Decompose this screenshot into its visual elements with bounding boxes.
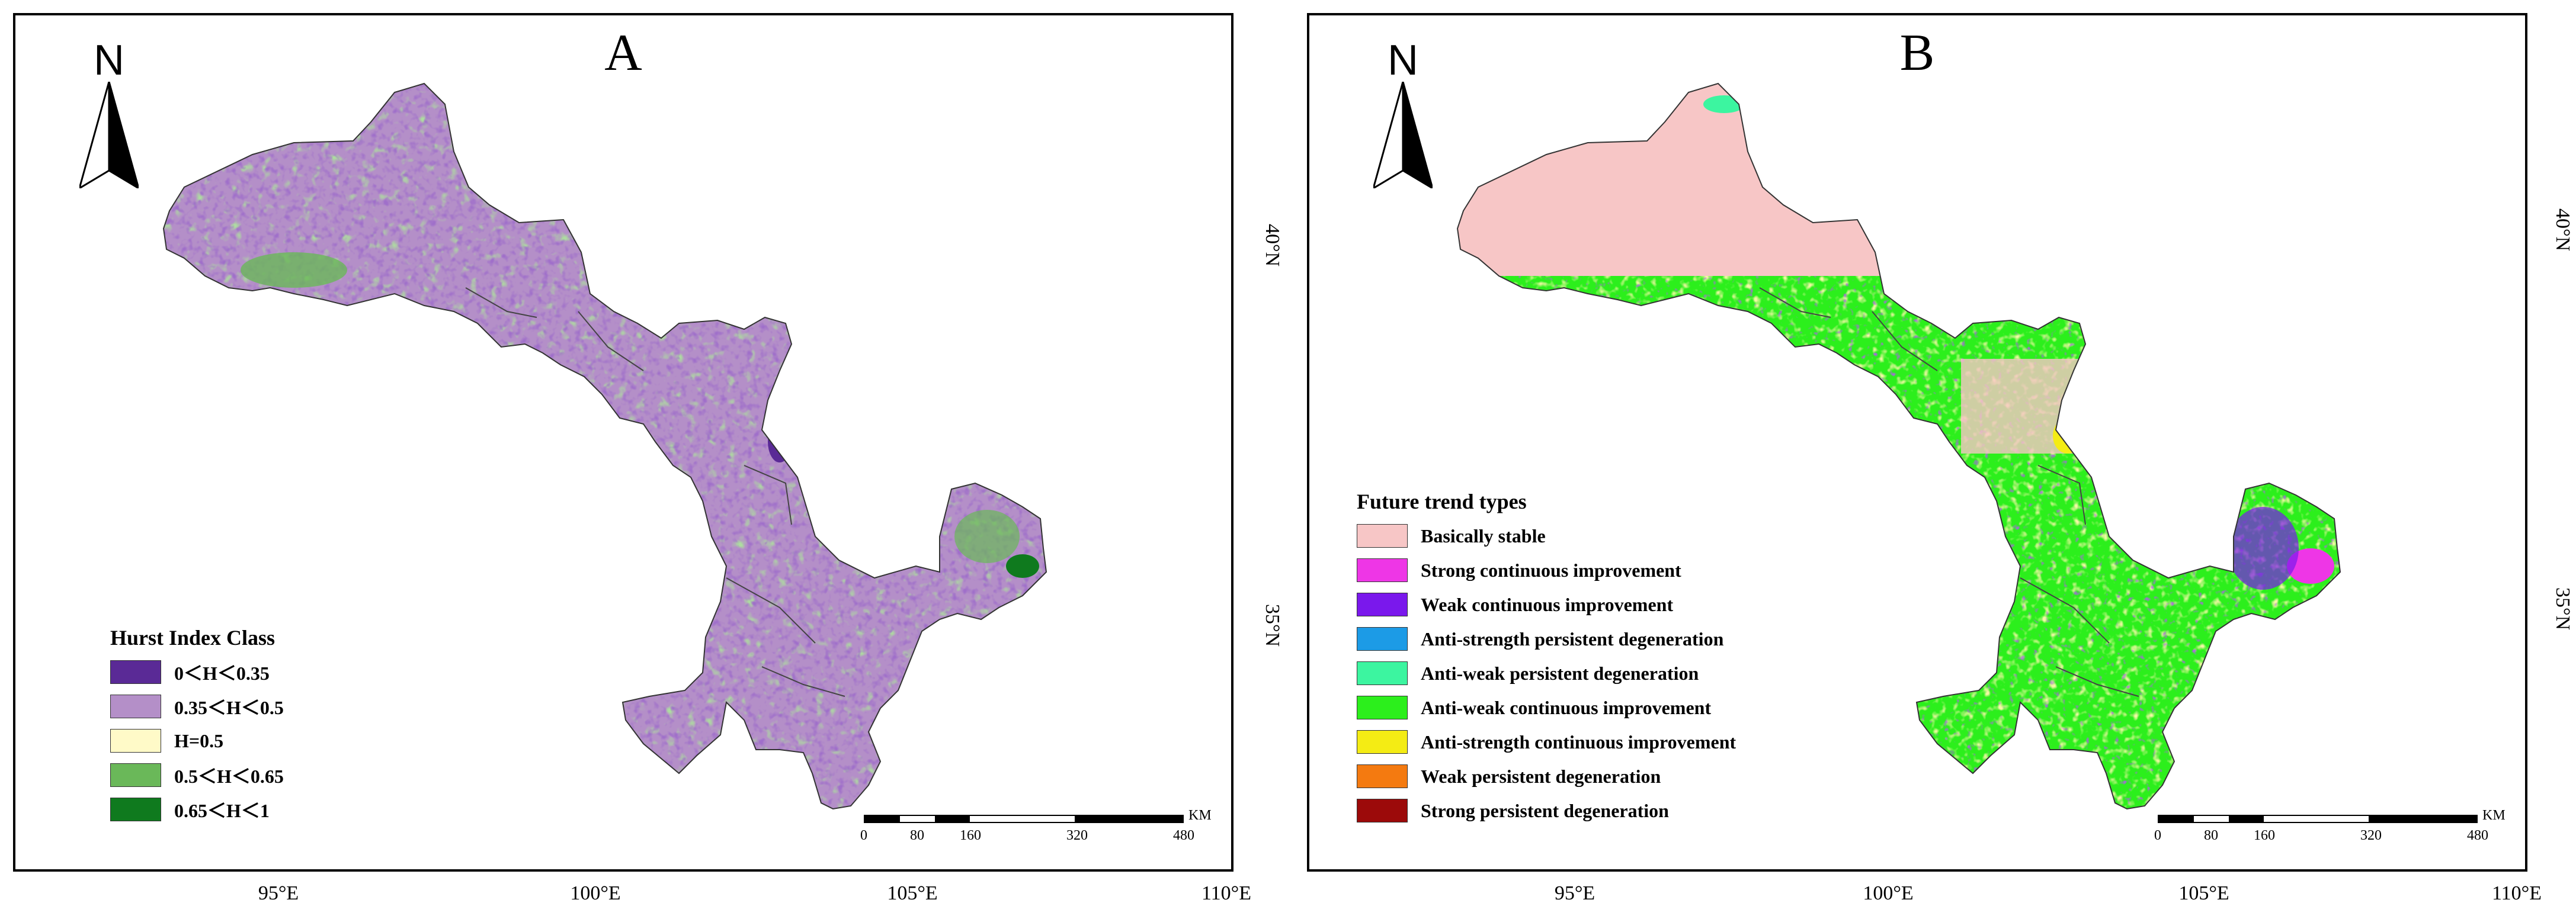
legend-item: Weak persistent degeneration [1357,759,1736,793]
legend-item: Strong continuous improvement [1357,553,1736,587]
legend-label: Basically stable [1421,525,1546,547]
scale-label: 80 [910,828,924,843]
legend-label: Strong persistent degeneration [1421,799,1669,821]
legend-label: 0.5＜H＜0.65 [174,766,284,787]
legend-item: 0＜H＜0.35 [110,655,284,689]
scale-label: 320 [1066,828,1088,843]
legend-swatch [110,695,161,718]
scale-bar-b: KM 0 80 160 320 480 [2154,808,2505,853]
scale-label: 160 [2254,828,2275,843]
lon-label-a-95: 95°E [258,882,299,904]
legend-swatch [1357,661,1408,685]
gansu-map-a [163,83,1047,809]
legend-label: Anti-strength persistent degeneration [1421,628,1724,650]
scale-label: 480 [1173,828,1194,843]
legend-swatch [1357,764,1408,788]
map-panel-b: B N Future trend types Basically stable … [1307,13,2527,872]
legend-swatch [110,729,161,753]
legend-a: Hurst Index Class 0＜H＜0.35 0.35＜H＜0.5 H=… [110,625,284,827]
legend-swatch [1357,799,1408,822]
admin-boundaries [1759,287,2139,697]
legend-swatch [1357,696,1408,719]
legend-label: Anti-weak continuous improvement [1421,696,1712,718]
lon-label-b-100: 100°E [1863,882,1914,904]
legend-label: 0＜H＜0.35 [174,663,270,684]
north-arrow-icon [1372,81,1434,191]
legend-swatch [110,798,161,821]
panel-label-b: B [1899,24,1935,82]
gansu-map-b [1457,83,2341,809]
scale-bar-track [2158,815,2478,823]
legend-label: 0.35＜H＜0.5 [174,697,284,718]
legend-label: Strong continuous improvement [1421,559,1681,581]
north-label: N [1388,37,1418,84]
lat-label-b-40: 40°N [2552,208,2574,252]
legend-item: H=0.5 [110,724,284,758]
scale-label: 480 [2467,828,2488,843]
lat-label-a-35: 35°N [1261,604,1283,647]
lon-label-b-95: 95°E [1554,882,1595,904]
scale-label: 80 [2204,828,2218,843]
legend-item: Anti-weak continuous improvement [1357,690,1736,725]
lon-label-a-105: 105°E [887,882,938,904]
scale-label: 320 [2360,828,2382,843]
legend-item: Anti-strength continuous improvement [1357,725,1736,759]
legend-item: Anti-strength persistent degeneration [1357,622,1736,656]
legend-label: 0.65＜H＜1 [174,800,270,821]
scale-bar-track [864,815,1184,823]
legend-swatch [1357,593,1408,616]
legend-label: Weak continuous improvement [1421,593,1674,615]
legend-item: 0.5＜H＜0.65 [110,758,284,792]
lon-label-b-110: 110°E [2491,882,2542,904]
legend-item: Basically stable [1357,519,1736,553]
scale-unit: KM [2482,808,2505,823]
legend-item: Strong persistent degeneration [1357,793,1736,828]
lat-label-b-35: 35°N [2552,587,2574,631]
legend-swatch [1357,730,1408,754]
north-arrow-icon [78,81,140,191]
legend-item: Weak continuous improvement [1357,587,1736,622]
legend-label: Weak persistent degeneration [1421,765,1661,787]
north-arrow-a: N [68,39,150,191]
legend-title: Future trend types [1357,490,1527,513]
map-panel-a: A N Hurst Index Class 0＜H＜0.35 0.35＜H＜0.… [13,13,1233,872]
scale-label: 160 [960,828,981,843]
north-arrow-b: N [1361,39,1444,191]
scale-bar-a: KM 0 80 160 320 480 [860,808,1212,853]
scale-unit: KM [1188,808,1212,823]
legend-swatch [1357,558,1408,582]
lat-label-a-40: 40°N [1261,224,1283,267]
legend-label: H=0.5 [174,730,224,751]
legend-item: Anti-weak persistent degeneration [1357,656,1736,690]
lon-label-a-110: 110°E [1201,882,1252,904]
lon-label-b-105: 105°E [2178,882,2229,904]
legend-item: 0.65＜H＜1 [110,792,284,827]
legend-swatch [110,660,161,684]
legend-item: 0.35＜H＜0.5 [110,689,284,724]
north-label: N [94,37,124,84]
legend-label: Anti-weak persistent degeneration [1421,662,1699,684]
legend-label: Anti-strength continuous improvement [1421,731,1736,753]
legend-b: Future trend types Basically stable Stro… [1357,489,1736,828]
admin-boundaries [465,287,845,697]
scale-label: 0 [2154,828,2161,843]
scale-label: 0 [860,828,867,843]
legend-swatch [1357,524,1408,548]
panel-label-a: A [604,24,642,82]
legend-swatch [110,763,161,787]
legend-title: Hurst Index Class [110,626,275,650]
lon-label-a-100: 100°E [570,882,621,904]
legend-swatch [1357,627,1408,651]
